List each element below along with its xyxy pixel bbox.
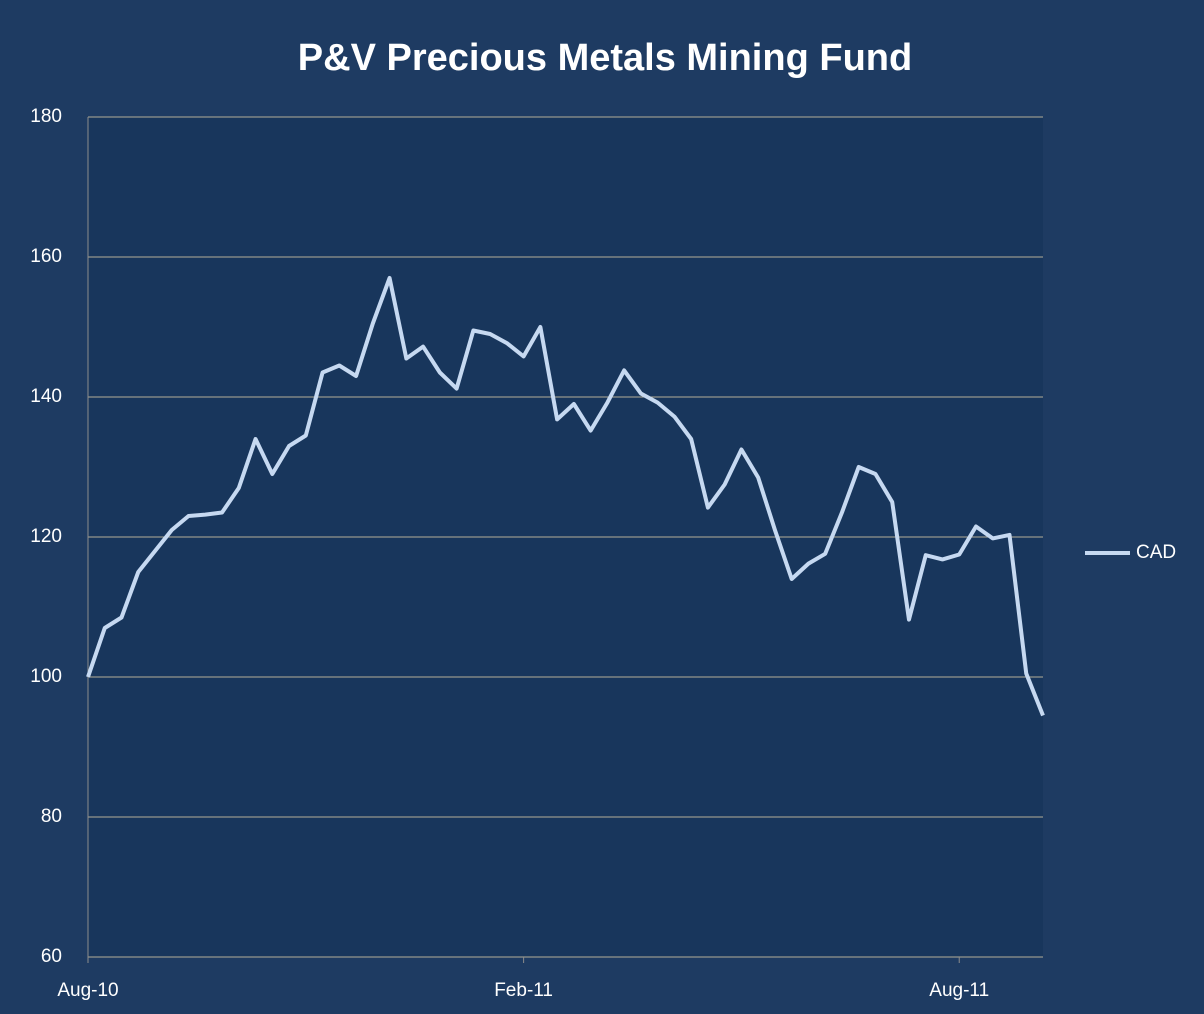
y-tick-label: 140 xyxy=(30,386,62,407)
chart-title: P&V Precious Metals Mining Fund xyxy=(298,37,912,79)
data-line xyxy=(86,276,1045,717)
legend-label: CAD xyxy=(1136,542,1176,563)
x-tick-label: Feb-11 xyxy=(494,980,553,1001)
y-tick-label: 180 xyxy=(30,106,62,127)
y-tick-label: 160 xyxy=(30,246,62,267)
x-tick-label: Aug-11 xyxy=(929,980,989,1001)
y-tick-label: 80 xyxy=(41,806,62,827)
y-tick-label: 100 xyxy=(30,666,62,687)
y-tick-label: 120 xyxy=(30,526,62,547)
x-tick-label: Aug-10 xyxy=(57,980,118,1001)
y-tick-label: 60 xyxy=(41,946,62,967)
